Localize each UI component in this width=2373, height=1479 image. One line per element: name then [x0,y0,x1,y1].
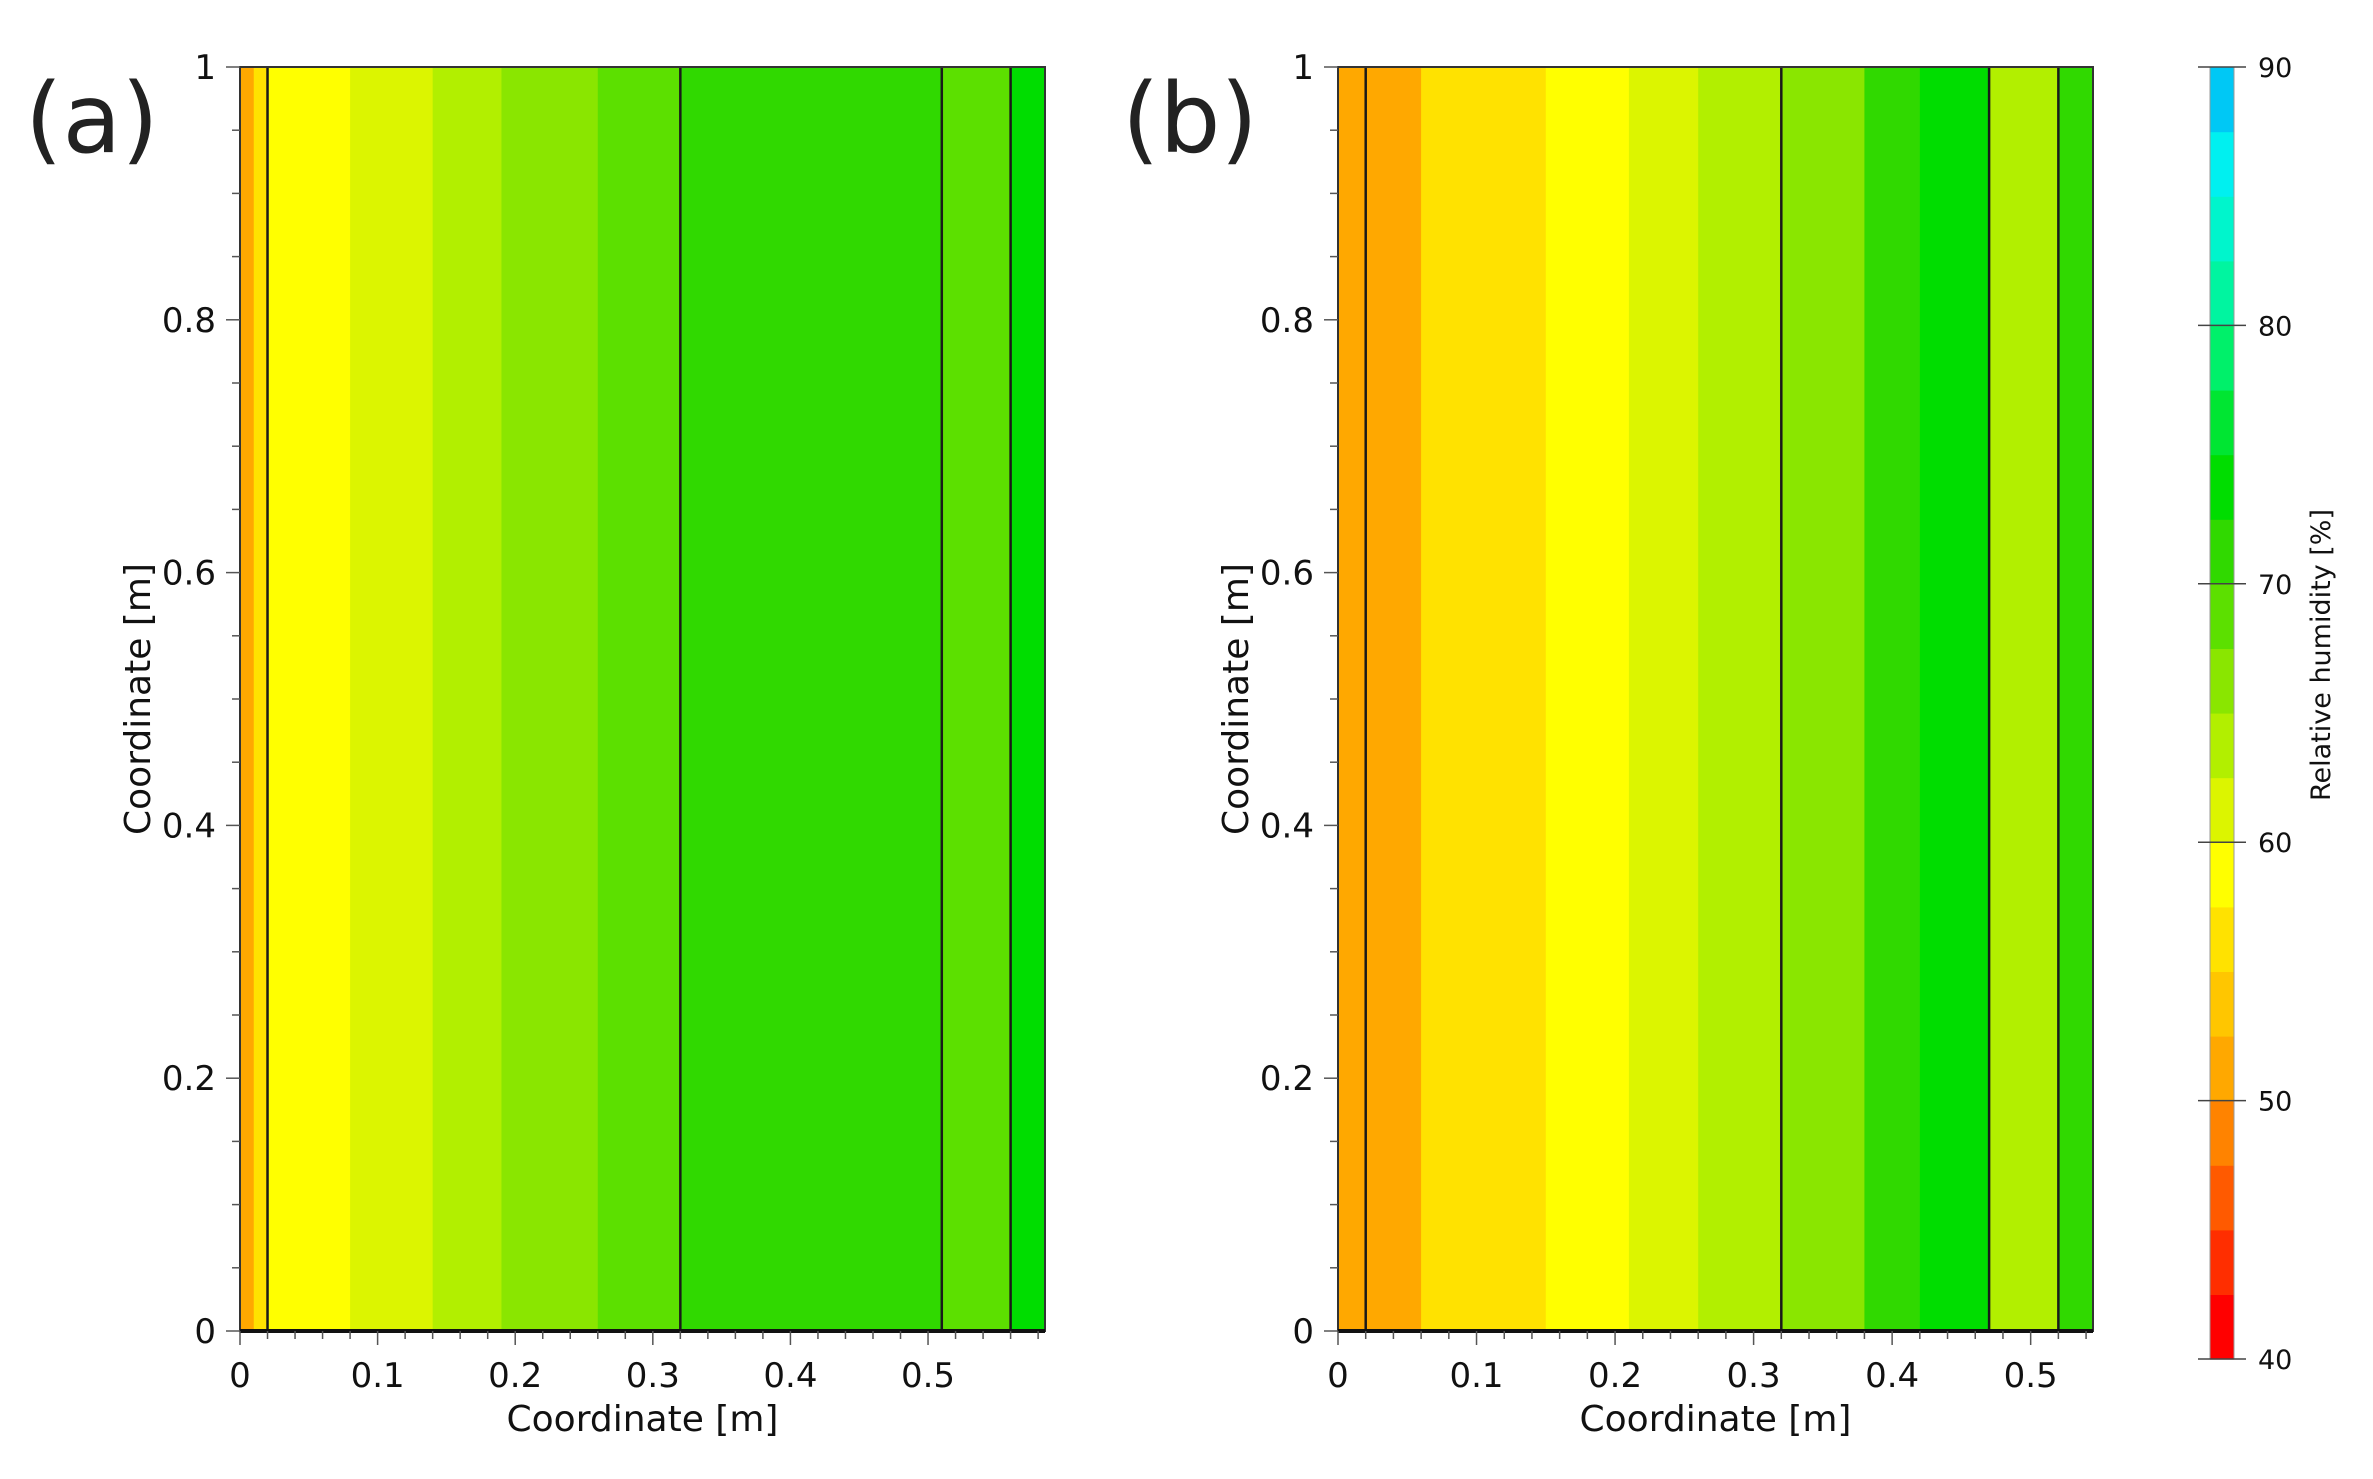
colorbar-tick-label: 70 [2258,570,2292,601]
panel-b-ticks: 0 0.2 0.4 0.6 0.8 1 0 0.1 0.2 0.3 0.4 0.5 [1260,48,2087,1396]
colorbar-swatch-18 [2210,131,2234,197]
panel-b-x-tick-label: 0.2 [1588,1356,1642,1396]
colorbar-swatch-17 [2210,196,2234,262]
colorbar-label: Relative humidity [%] [2306,509,2337,801]
panel-a-x-tick-label: 0.2 [488,1356,542,1396]
panel-a-y-tick-label: 0.6 [162,554,216,594]
panel-b-x-tick-label: 0.1 [1449,1356,1503,1396]
colorbar-tick-label: 50 [2258,1087,2292,1118]
colorbar: 40 50 60 70 80 90 Relative humidity [%] [2198,53,2337,1376]
panel-b-band-2 [1421,67,1547,1331]
panel-b-band-1 [1365,67,1422,1331]
panel-a-x-tick-label: 0.5 [901,1356,955,1396]
panel-b-y-tick-label: 1 [1292,48,1314,88]
panel-a-y-tick-label: 0.2 [162,1059,216,1099]
panel-b-band-4 [1628,67,1699,1331]
colorbar-tick-label: 60 [2258,828,2292,859]
panel-a-x-tick-label: 0.4 [763,1356,817,1396]
panel-a-label: (a) [25,63,159,175]
panel-b-band-0 [1338,67,1367,1331]
colorbar-swatch-3 [2210,1100,2234,1166]
colorbar-swatch-0 [2210,1294,2234,1360]
colorbar-swatch-7 [2210,842,2234,908]
panel-a-y-tick-label: 0.8 [162,301,216,341]
colorbar-swatch-11 [2210,583,2234,649]
colorbar-swatch-19 [2210,67,2234,133]
panel-b-band-8 [1919,67,1990,1331]
panel-b-y-tick-label: 0.4 [1260,806,1314,846]
panel-a-band-7 [680,67,943,1331]
colorbar-swatch-6 [2210,906,2234,972]
panel-a-y-tick-label: 0 [194,1312,216,1352]
colorbar-swatch-16 [2210,260,2234,326]
panel-b-y-tick-label: 0.2 [1260,1059,1314,1099]
panel-b-y-axis-label: Coordinate [m] [1216,563,1257,835]
colorbar-swatch-8 [2210,777,2234,843]
colorbar-tick-label: 90 [2258,53,2292,84]
colorbar-swatch-14 [2210,390,2234,456]
panel-b-x-axis-label: Coordinate [m] [1580,1399,1852,1440]
colorbar-swatch-9 [2210,713,2234,779]
panel-b-band-9 [1989,67,2059,1331]
panel-b-band-10 [2058,67,2094,1331]
colorbar-swatches [2209,66,2235,1360]
panel-a-band-2 [267,67,351,1331]
panel-b-band-6 [1781,67,1866,1331]
panel-a-band-3 [350,67,434,1331]
panel-b-y-tick-label: 0 [1292,1312,1314,1352]
panel-a-y-axis-label: Coordinate [m] [118,563,159,835]
panel-a-band-5 [501,67,599,1331]
panel-b-heatmap [1338,67,2094,1331]
panel-a: (a) 0 0.2 0.4 0.6 0.8 1 0 0.1 0.2 0.3 0.4 0.5 Coord… [25,48,1046,1440]
colorbar-tick-label: 80 [2258,311,2292,342]
panel-a-band-6 [597,67,681,1331]
panel-b-band-5 [1698,67,1782,1331]
colorbar-tick-label: 40 [2258,1345,2292,1376]
panel-a-ticks: 0 0.2 0.4 0.6 0.8 1 0 0.1 0.2 0.3 0.4 0.5 [162,48,1039,1396]
colorbar-swatch-12 [2210,519,2234,585]
panel-a-heatmap [240,67,1046,1331]
panel-b-x-tick-label: 0 [1327,1356,1349,1396]
panel-b-band-7 [1864,67,1921,1331]
panel-b-x-tick-label: 0.5 [2004,1356,2058,1396]
panel-a-x-tick-label: 0.1 [351,1356,405,1396]
panel-b-label: (b) [1122,63,1258,175]
panel-a-x-axis-label: Coordinate [m] [507,1399,779,1440]
colorbar-ticks: 40 50 60 70 80 90 [2198,53,2292,1376]
panel-b-y-tick-label: 0.8 [1260,301,1314,341]
panel-b-x-tick-label: 0.4 [1865,1356,1919,1396]
colorbar-swatch-4 [2210,1036,2234,1102]
panel-a-y-tick-label: 0.4 [162,806,216,846]
panel-b-x-tick-label: 0.3 [1727,1356,1781,1396]
panel-b: (b) 0 0.2 0.4 0.6 0.8 1 0 0.1 0.2 0.3 0.4 0.5 Coord… [1122,48,2094,1440]
colorbar-swatch-5 [2210,971,2234,1037]
panel-a-band-8 [941,67,1012,1331]
colorbar-swatch-1 [2210,1229,2234,1295]
panel-a-band-0 [240,67,255,1331]
panel-a-x-tick-label: 0.3 [626,1356,680,1396]
panel-a-y-tick-label: 1 [194,48,216,88]
colorbar-swatch-13 [2210,454,2234,520]
panel-a-x-tick-label: 0 [229,1356,251,1396]
panel-a-band-9 [1010,67,1046,1331]
colorbar-swatch-2 [2210,1165,2234,1231]
colorbar-swatch-15 [2210,325,2234,391]
panel-b-y-tick-label: 0.6 [1260,554,1314,594]
panel-a-band-1 [253,67,269,1331]
colorbar-swatch-10 [2210,648,2234,714]
panel-a-band-4 [432,67,503,1331]
panel-b-band-3 [1545,67,1630,1331]
